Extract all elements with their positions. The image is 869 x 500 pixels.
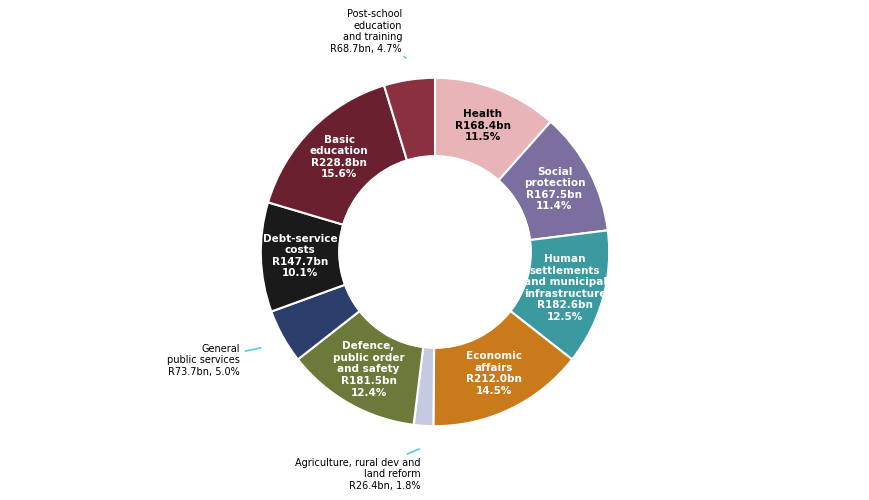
Wedge shape [383, 78, 434, 160]
Wedge shape [498, 122, 607, 240]
Wedge shape [297, 311, 422, 425]
Wedge shape [413, 347, 434, 426]
Text: Defence,
public order
and safety
R181.5bn
12.4%: Defence, public order and safety R181.5b… [332, 342, 404, 398]
Wedge shape [434, 78, 550, 180]
Circle shape [339, 156, 530, 348]
Text: Social
protection
R167.5bn
11.4%: Social protection R167.5bn 11.4% [523, 166, 585, 212]
Text: Post-school
education
and training
R68.7bn, 4.7%: Post-school education and training R68.7… [330, 9, 406, 58]
Text: Agriculture, rural dev and
land reform
R26.4bn, 1.8%: Agriculture, rural dev and land reform R… [295, 449, 420, 491]
Text: General
public services
R73.7bn, 5.0%: General public services R73.7bn, 5.0% [167, 344, 261, 377]
Text: Human
settlements
and municipal
infrastructure
R182.6bn
12.5%: Human settlements and municipal infrastr… [523, 254, 606, 322]
Wedge shape [433, 311, 572, 426]
Wedge shape [510, 230, 608, 360]
Wedge shape [261, 202, 345, 312]
Wedge shape [271, 284, 359, 360]
Text: Economic
affairs
R212.0bn
14.5%: Economic affairs R212.0bn 14.5% [465, 351, 521, 396]
Text: Debt-service
costs
R147.7bn
10.1%: Debt-service costs R147.7bn 10.1% [262, 234, 337, 278]
Text: Health
R168.4bn
11.5%: Health R168.4bn 11.5% [454, 109, 510, 142]
Text: Basic
education
R228.8bn
15.6%: Basic education R228.8bn 15.6% [309, 134, 368, 180]
Wedge shape [268, 86, 407, 224]
